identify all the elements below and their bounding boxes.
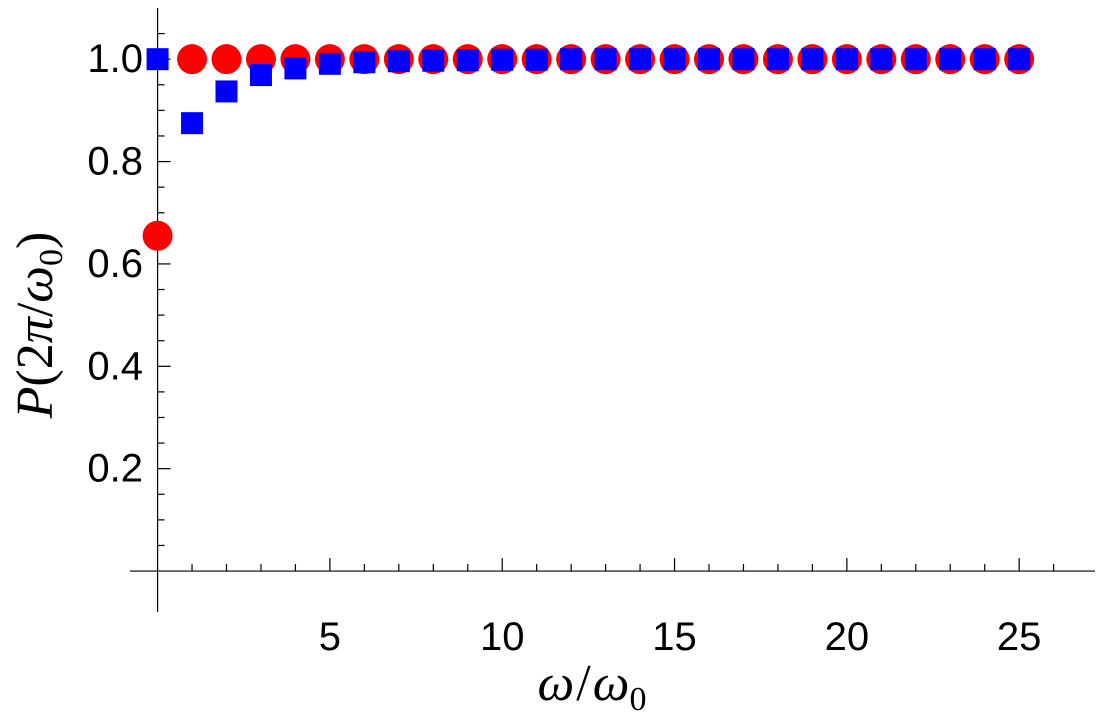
- square-point: [215, 80, 238, 103]
- square-point: [353, 51, 376, 74]
- square-point: [732, 48, 755, 71]
- square-point: [835, 48, 858, 71]
- axis-ticks: [157, 32, 1055, 572]
- square-point: [973, 48, 996, 71]
- square-point: [663, 48, 686, 71]
- square-point: [249, 64, 272, 87]
- y-axis-title: P(2π/ω0): [7, 232, 70, 420]
- square-point: [146, 48, 169, 71]
- square-point: [870, 48, 893, 71]
- y-tick-label: 0.8: [87, 140, 143, 184]
- square-point: [181, 112, 204, 135]
- circle-point: [177, 44, 208, 75]
- x-tick-label: 5: [319, 615, 341, 659]
- square-point: [560, 48, 583, 71]
- square-point: [525, 48, 548, 71]
- y-tick-label: 0.4: [87, 344, 143, 388]
- square-point: [422, 49, 445, 72]
- axes: [130, 8, 1095, 612]
- circle-point: [142, 220, 173, 251]
- square-point: [456, 49, 479, 72]
- tick-labels: 5 10 15 20 25 0.2 0.4 0.6 0.8 1.0: [87, 37, 1041, 659]
- y-tick-label: 0.6: [87, 242, 143, 286]
- square-point: [491, 48, 514, 71]
- square-point: [284, 57, 307, 80]
- square-point: [1008, 48, 1031, 71]
- series-circles: [142, 44, 1035, 251]
- series-squares: [146, 48, 1031, 135]
- square-point: [318, 52, 341, 75]
- y-tick-label: 0.2: [87, 447, 143, 491]
- square-point: [629, 48, 652, 71]
- square-point: [939, 48, 962, 71]
- square-point: [904, 48, 927, 71]
- square-point: [766, 48, 789, 71]
- square-point: [387, 50, 410, 73]
- y-tick-label: 1.0: [87, 37, 143, 81]
- x-axis-title: ω/ω0: [538, 655, 647, 713]
- x-tick-label: 25: [997, 615, 1042, 659]
- square-point: [594, 48, 617, 71]
- circle-point: [211, 44, 242, 75]
- square-point: [698, 48, 720, 71]
- square-point: [801, 48, 824, 71]
- x-tick-label: 20: [825, 615, 870, 659]
- x-tick-label: 15: [652, 615, 697, 659]
- x-tick-label: 10: [480, 615, 525, 659]
